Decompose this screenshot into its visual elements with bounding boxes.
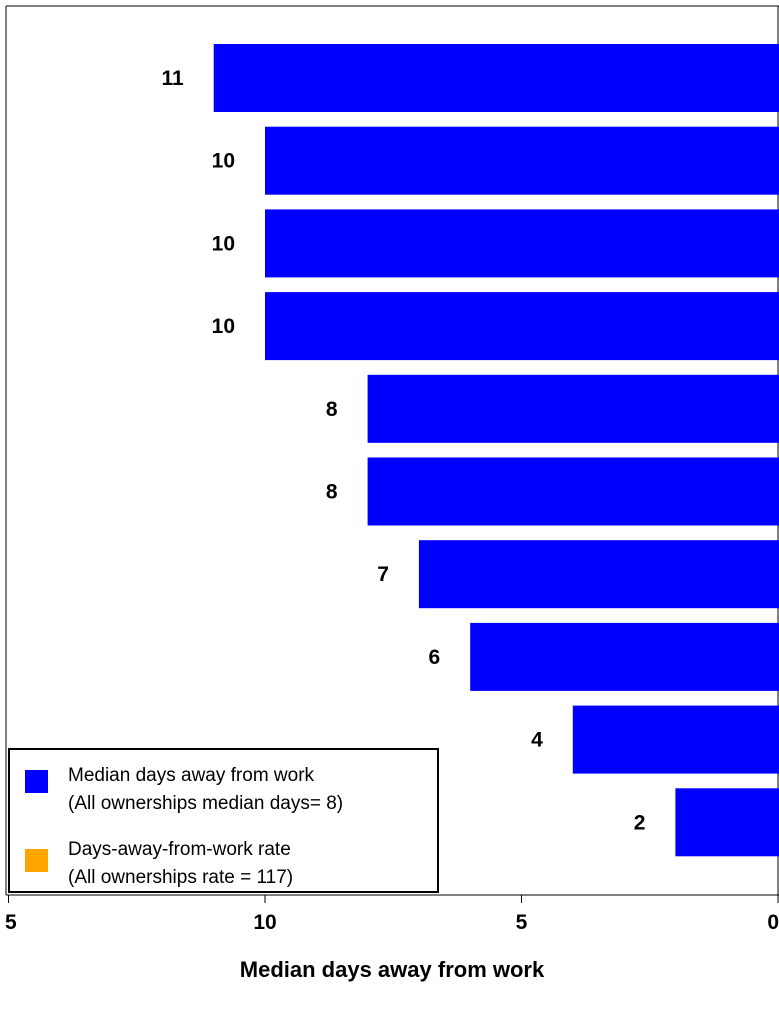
- bar: [470, 622, 779, 691]
- x-tick-label: 5: [5, 911, 17, 934]
- bar-value-label: 8: [326, 481, 338, 504]
- x-tick-label: 0: [767, 911, 779, 934]
- legend-entry-rate-line2: (All ownerships rate = 117): [68, 867, 293, 888]
- bar: [367, 457, 779, 526]
- legend-box: [8, 748, 439, 893]
- legend-entry-median-line2: (All ownerships median days= 8): [68, 793, 343, 814]
- legend-entry-rate-line1: Days-away-from-work rate: [68, 839, 291, 860]
- x-tick-label: 5: [516, 911, 528, 934]
- legend-swatch-median: [25, 770, 48, 793]
- bar-value-label: 6: [429, 646, 441, 669]
- bar-value-label: 11: [161, 67, 184, 90]
- bar-value-label: 10: [212, 150, 235, 173]
- bar-value-label: 8: [326, 398, 338, 421]
- bar-value-label: 4: [531, 729, 543, 752]
- bar: [572, 705, 779, 774]
- bar-labels-group: 11 10 10 10 8 8 7 6 4 2: [161, 67, 645, 834]
- legend: Median days away from work (All ownershi…: [8, 748, 439, 893]
- bar: [265, 292, 779, 361]
- bar: [213, 44, 779, 112]
- bar: [675, 788, 779, 857]
- bar-value-label: 10: [212, 315, 235, 338]
- legend-entry-median-line1: Median days away from work: [68, 765, 315, 786]
- bar-value-label: 7: [377, 563, 389, 586]
- x-tick-label: 10: [253, 911, 276, 934]
- bar-value-label: 10: [212, 232, 235, 255]
- bar: [265, 209, 779, 278]
- bar-value-label: 2: [634, 811, 646, 834]
- x-ticks-group: 5 10 5 0: [5, 895, 779, 934]
- x-axis-title: Median days away from work: [240, 957, 545, 982]
- bar: [367, 374, 779, 443]
- bar: [418, 540, 779, 609]
- bar: [265, 126, 779, 195]
- legend-swatch-rate: [25, 849, 48, 872]
- bars-group: [213, 44, 779, 857]
